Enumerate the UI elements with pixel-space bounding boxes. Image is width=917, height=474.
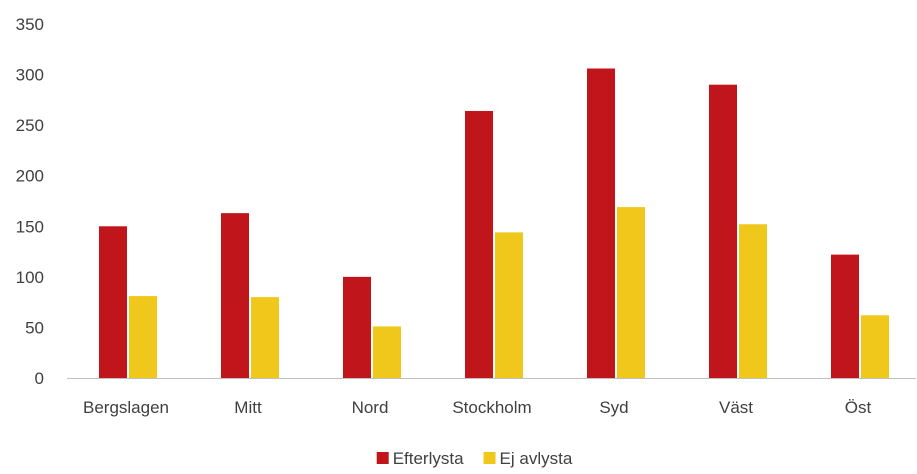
x-tick-label: Stockholm: [452, 398, 531, 417]
legend-label: Ej avlysta: [500, 449, 573, 468]
y-tick-label: 150: [16, 217, 44, 236]
legend-label: Efterlysta: [393, 449, 464, 468]
bar-efterlysta-mitt: [221, 213, 249, 378]
y-tick-label: 250: [16, 116, 44, 135]
y-tick-label: 0: [35, 369, 44, 388]
bar-ej-avlysta-mitt: [251, 297, 279, 378]
bar-ej-avlysta-väst: [739, 224, 767, 378]
y-tick-label: 50: [25, 318, 44, 337]
bar-efterlysta-bergslagen: [99, 226, 127, 378]
legend-swatch: [376, 452, 389, 464]
legend-item: Efterlysta: [376, 449, 464, 468]
bar-efterlysta-öst: [831, 254, 859, 378]
bar-efterlysta-väst: [709, 84, 737, 378]
legend-item: Ej avlysta: [483, 449, 573, 468]
bar-ej-avlysta-bergslagen: [129, 296, 157, 378]
bar-efterlysta-stockholm: [465, 110, 493, 379]
x-tick-label: Öst: [845, 398, 872, 417]
y-tick-label: 100: [16, 268, 44, 287]
legend: Efterlysta Ej avlysta: [376, 449, 573, 468]
x-tick-label: Syd: [599, 398, 628, 417]
bar-efterlysta-syd: [587, 68, 615, 378]
x-tick-label: Väst: [719, 398, 753, 417]
y-tick-label: 350: [16, 15, 44, 34]
y-axis-ticks: 0 50 100 150 200 250 300 350: [16, 15, 44, 388]
bar-ej-avlysta-öst: [861, 315, 889, 378]
bar-ej-avlysta-syd: [617, 207, 645, 378]
y-tick-label: 200: [16, 167, 44, 186]
legend-swatch: [483, 452, 496, 464]
x-tick-label: Mitt: [234, 398, 262, 417]
x-tick-label: Bergslagen: [83, 398, 169, 417]
x-tick-label: Nord: [352, 398, 389, 417]
bars: [99, 68, 889, 379]
bar-ej-avlysta-stockholm: [495, 232, 523, 378]
bar-ej-avlysta-nord: [373, 326, 401, 378]
bar-efterlysta-nord: [343, 276, 371, 378]
x-axis-ticks: Bergslagen Mitt Nord Stockholm Syd Väst Öst: [83, 398, 872, 417]
y-tick-label: 300: [16, 66, 44, 85]
